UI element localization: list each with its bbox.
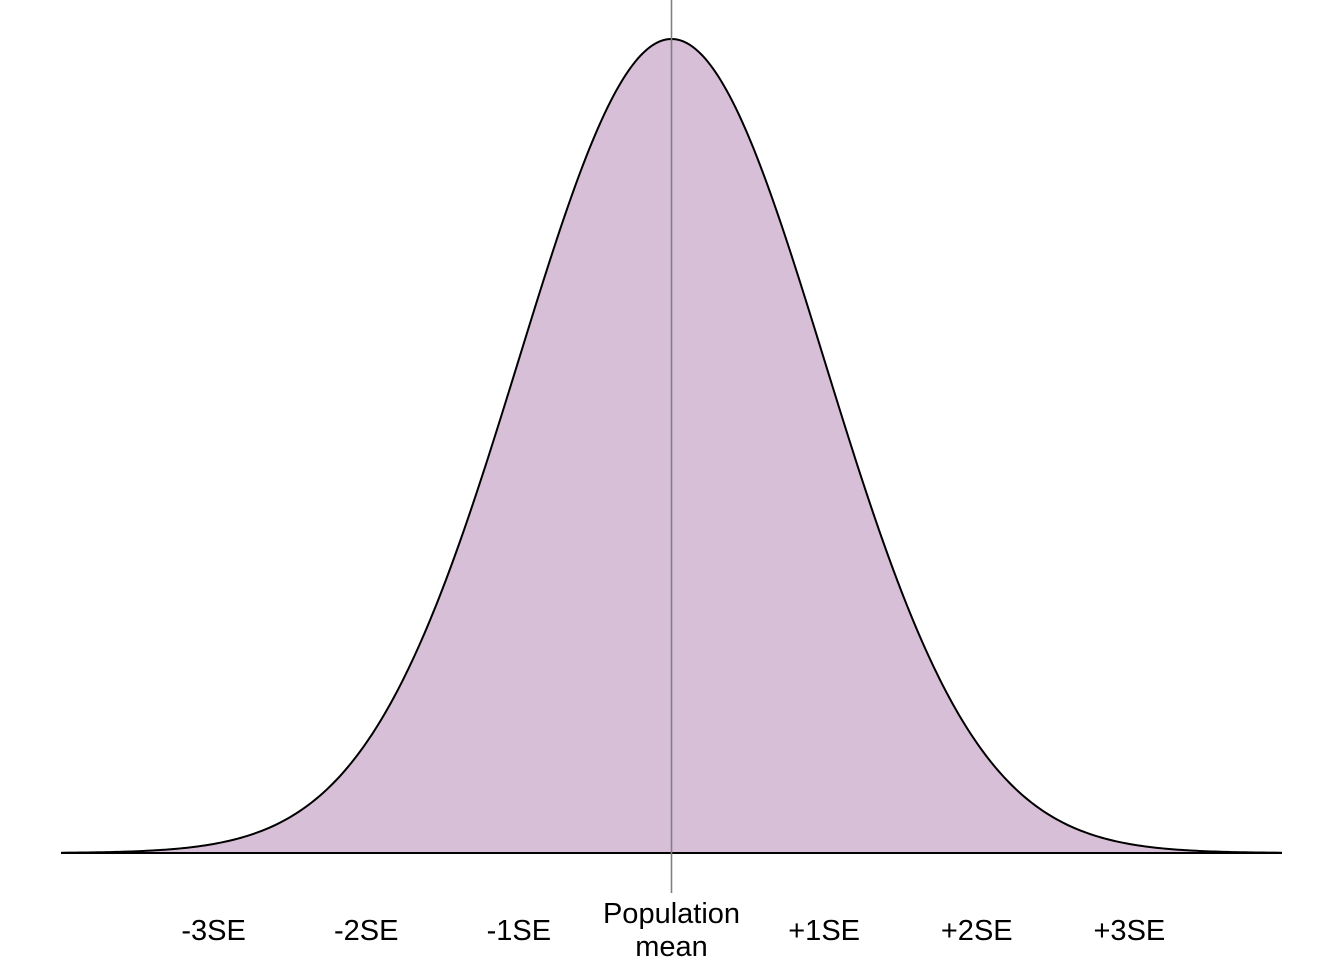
tick-label-3: Population xyxy=(603,898,740,930)
tick-label-3-line2: mean xyxy=(635,931,708,960)
tick-label-6: +3SE xyxy=(1094,915,1166,947)
tick-label-2: -1SE xyxy=(487,915,551,947)
tick-label-0: -3SE xyxy=(181,915,245,947)
tick-label-4: +1SE xyxy=(788,915,860,947)
tick-label-1: -2SE xyxy=(334,915,398,947)
tick-label-5: +2SE xyxy=(941,915,1013,947)
